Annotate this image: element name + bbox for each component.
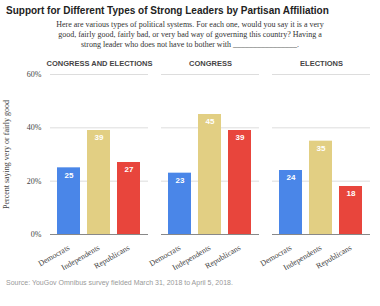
- html-text:Source: YouGov Omnibus survey: Source: YouGov Omnibus survey fielded Ma…: [6, 279, 233, 286]
- svg-text:Republicans: Republicans: [315, 243, 354, 271]
- svg-text:35: 35: [317, 144, 326, 153]
- svg-text:40%: 40%: [27, 123, 42, 132]
- svg-text:Independents: Independents: [59, 243, 102, 273]
- svg-text:39: 39: [95, 133, 104, 142]
- svg-text:20%: 20%: [27, 177, 42, 186]
- svg-text:23: 23: [176, 176, 185, 185]
- svg-text:39: 39: [236, 133, 245, 142]
- svg-text:ELECTIONS: ELECTIONS: [300, 59, 343, 68]
- svg-text:45: 45: [206, 117, 215, 126]
- svg-text:27: 27: [125, 165, 134, 174]
- svg-text:CONGRESS: CONGRESS: [189, 59, 232, 68]
- svg-text:Democrats: Democrats: [147, 243, 183, 269]
- html-text:Support for Different Types of: Support for Different Types of Strong Le…: [6, 5, 329, 16]
- html-text:Here are various types of poli: Here are various types of political syst…: [56, 20, 324, 49]
- svg-text:0%: 0%: [31, 230, 42, 239]
- svg-text:60%: 60%: [27, 70, 42, 79]
- svg-text:Democrats: Democrats: [258, 243, 294, 269]
- svg-text:24: 24: [287, 173, 296, 182]
- svg-text:Republicans: Republicans: [204, 243, 243, 271]
- svg-text:CONGRESS AND ELECTIONS: CONGRESS AND ELECTIONS: [47, 59, 153, 68]
- svg-text:18: 18: [347, 189, 356, 198]
- svg-text:Republicans: Republicans: [93, 243, 132, 271]
- svg-text:Percent saying very or fairly: Percent saying very or fairly good: [2, 100, 11, 209]
- svg-text:Democrats: Democrats: [36, 243, 72, 269]
- svg-text:Independents: Independents: [170, 243, 213, 273]
- svg-text:25: 25: [65, 171, 74, 180]
- svg-text:Independents: Independents: [281, 243, 324, 273]
